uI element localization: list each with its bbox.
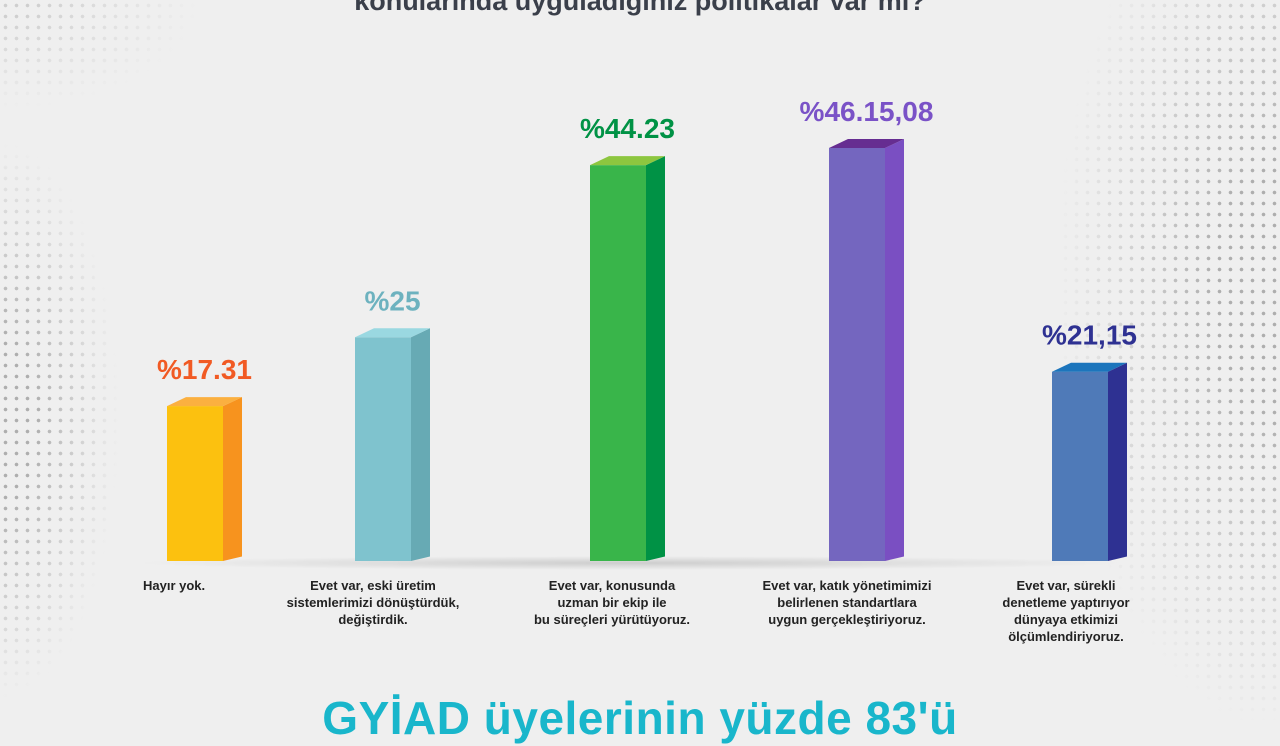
bar-front-5 (1052, 371, 1108, 561)
category-label-3: Evet var, konusunda uzman bir ekip ile bu … (534, 578, 690, 627)
bar-front-2 (355, 337, 411, 561)
bar-side-5 (1108, 362, 1127, 561)
bar-5: %21,15 Evet var, sürekli denetleme yaptırı… (1002, 320, 1137, 644)
bar-side-1 (223, 397, 242, 561)
value-label-4: %46.15,08 (800, 96, 934, 127)
bar-top-3 (590, 156, 665, 166)
bar-side-3 (646, 156, 665, 562)
category-label-5: Evet var, sürekli denetleme yaptırıyor dün… (1002, 578, 1129, 644)
value-label-3: %44.23 (580, 113, 675, 144)
value-label-5: %21,15 (1042, 320, 1137, 351)
bar-3: %44.23 Evet var, konusunda uzman bir ekip … (534, 113, 690, 627)
bar-top-4 (829, 138, 904, 148)
bar-chart: %17.31 Hayır yok. %25 Evet var, eski üretim… (143, 96, 1137, 644)
category-label-4: Evet var, katık yönetimimizi belirlenen s… (762, 578, 931, 627)
bar-side-2 (411, 328, 430, 561)
bar-2: %25 Evet var, eski üretim sistemlerimizi d… (287, 285, 460, 627)
bar-front-4 (829, 147, 885, 561)
bar-1: %17.31 Hayır yok. (143, 354, 252, 593)
chart-title: konularında uyguladığınız politikalar va… (354, 0, 926, 16)
category-label-1: Hayır yok. (143, 578, 205, 593)
category-label-2: Evet var, eski üretim sistemlerimizi dönü… (287, 578, 460, 627)
footer-headline: GYİAD üyelerinin yüzde 83'ü (322, 692, 958, 744)
bar-front-1 (167, 406, 223, 561)
value-label-2: %25 (364, 285, 420, 316)
bar-top-1 (167, 397, 242, 407)
bar-top-5 (1052, 362, 1127, 372)
value-label-1: %17.31 (157, 354, 252, 385)
bar-side-4 (885, 138, 904, 561)
bar-4: %46.15,08 Evet var, katık yönetimimizi bel… (762, 96, 933, 627)
bar-front-3 (590, 165, 646, 562)
bar-top-2 (355, 328, 430, 338)
